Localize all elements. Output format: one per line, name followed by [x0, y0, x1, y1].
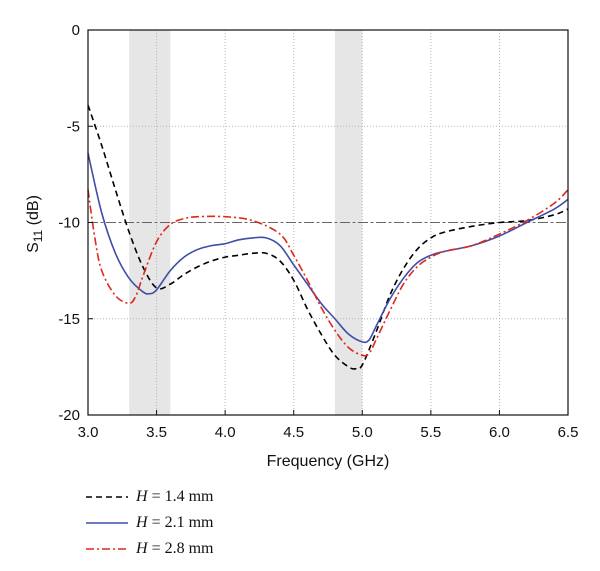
series-lines — [87, 104, 569, 370]
legend-swatch-3 — [86, 548, 128, 550]
x-tick-label: 4.0 — [215, 424, 236, 441]
y-tick-label: -5 — [67, 118, 80, 135]
y-tick-label: -15 — [58, 311, 80, 328]
legend-item-3: H = 2.8 mm — [86, 536, 213, 562]
y-axis-title: S11 (dB) — [25, 195, 45, 253]
x-tick-label: 4.5 — [283, 424, 304, 441]
x-tick-label: 3.0 — [78, 424, 99, 441]
y-tick-label: 0 — [72, 22, 80, 39]
legend-label-3: H = 2.8 mm — [136, 540, 214, 557]
legend-item-2: H = 2.1 mm — [86, 510, 213, 536]
x-tick-label: 3.5 — [146, 424, 167, 441]
x-tick-label: 5.5 — [420, 424, 441, 441]
legend: H = 1.4 mm H = 2.1 mm H = 2.8 mm — [86, 484, 213, 562]
legend-swatch-2 — [86, 522, 128, 524]
legend-label-1: H = 1.4 mm — [136, 488, 214, 505]
series-line-1 — [87, 104, 569, 370]
y-tick-label: -10 — [58, 215, 80, 232]
legend-item-1: H = 1.4 mm — [86, 484, 213, 510]
x-tick-label: 6.5 — [558, 424, 579, 441]
y-tick-labels: 0 -5 -10 -15 -20 — [58, 22, 80, 424]
series-line-3 — [87, 189, 569, 357]
x-axis-title: Frequency (GHz) — [267, 453, 390, 470]
y-tick-label: -20 — [58, 407, 80, 424]
x-tick-labels: 3.0 3.5 4.0 4.5 5.0 5.5 6.0 6.5 — [78, 424, 579, 441]
legend-label-2: H = 2.1 mm — [136, 514, 214, 531]
x-tick-label: 6.0 — [489, 424, 510, 441]
axis-ticks — [87, 29, 569, 416]
legend-swatch-1 — [86, 496, 128, 498]
x-tick-label: 5.0 — [352, 424, 373, 441]
